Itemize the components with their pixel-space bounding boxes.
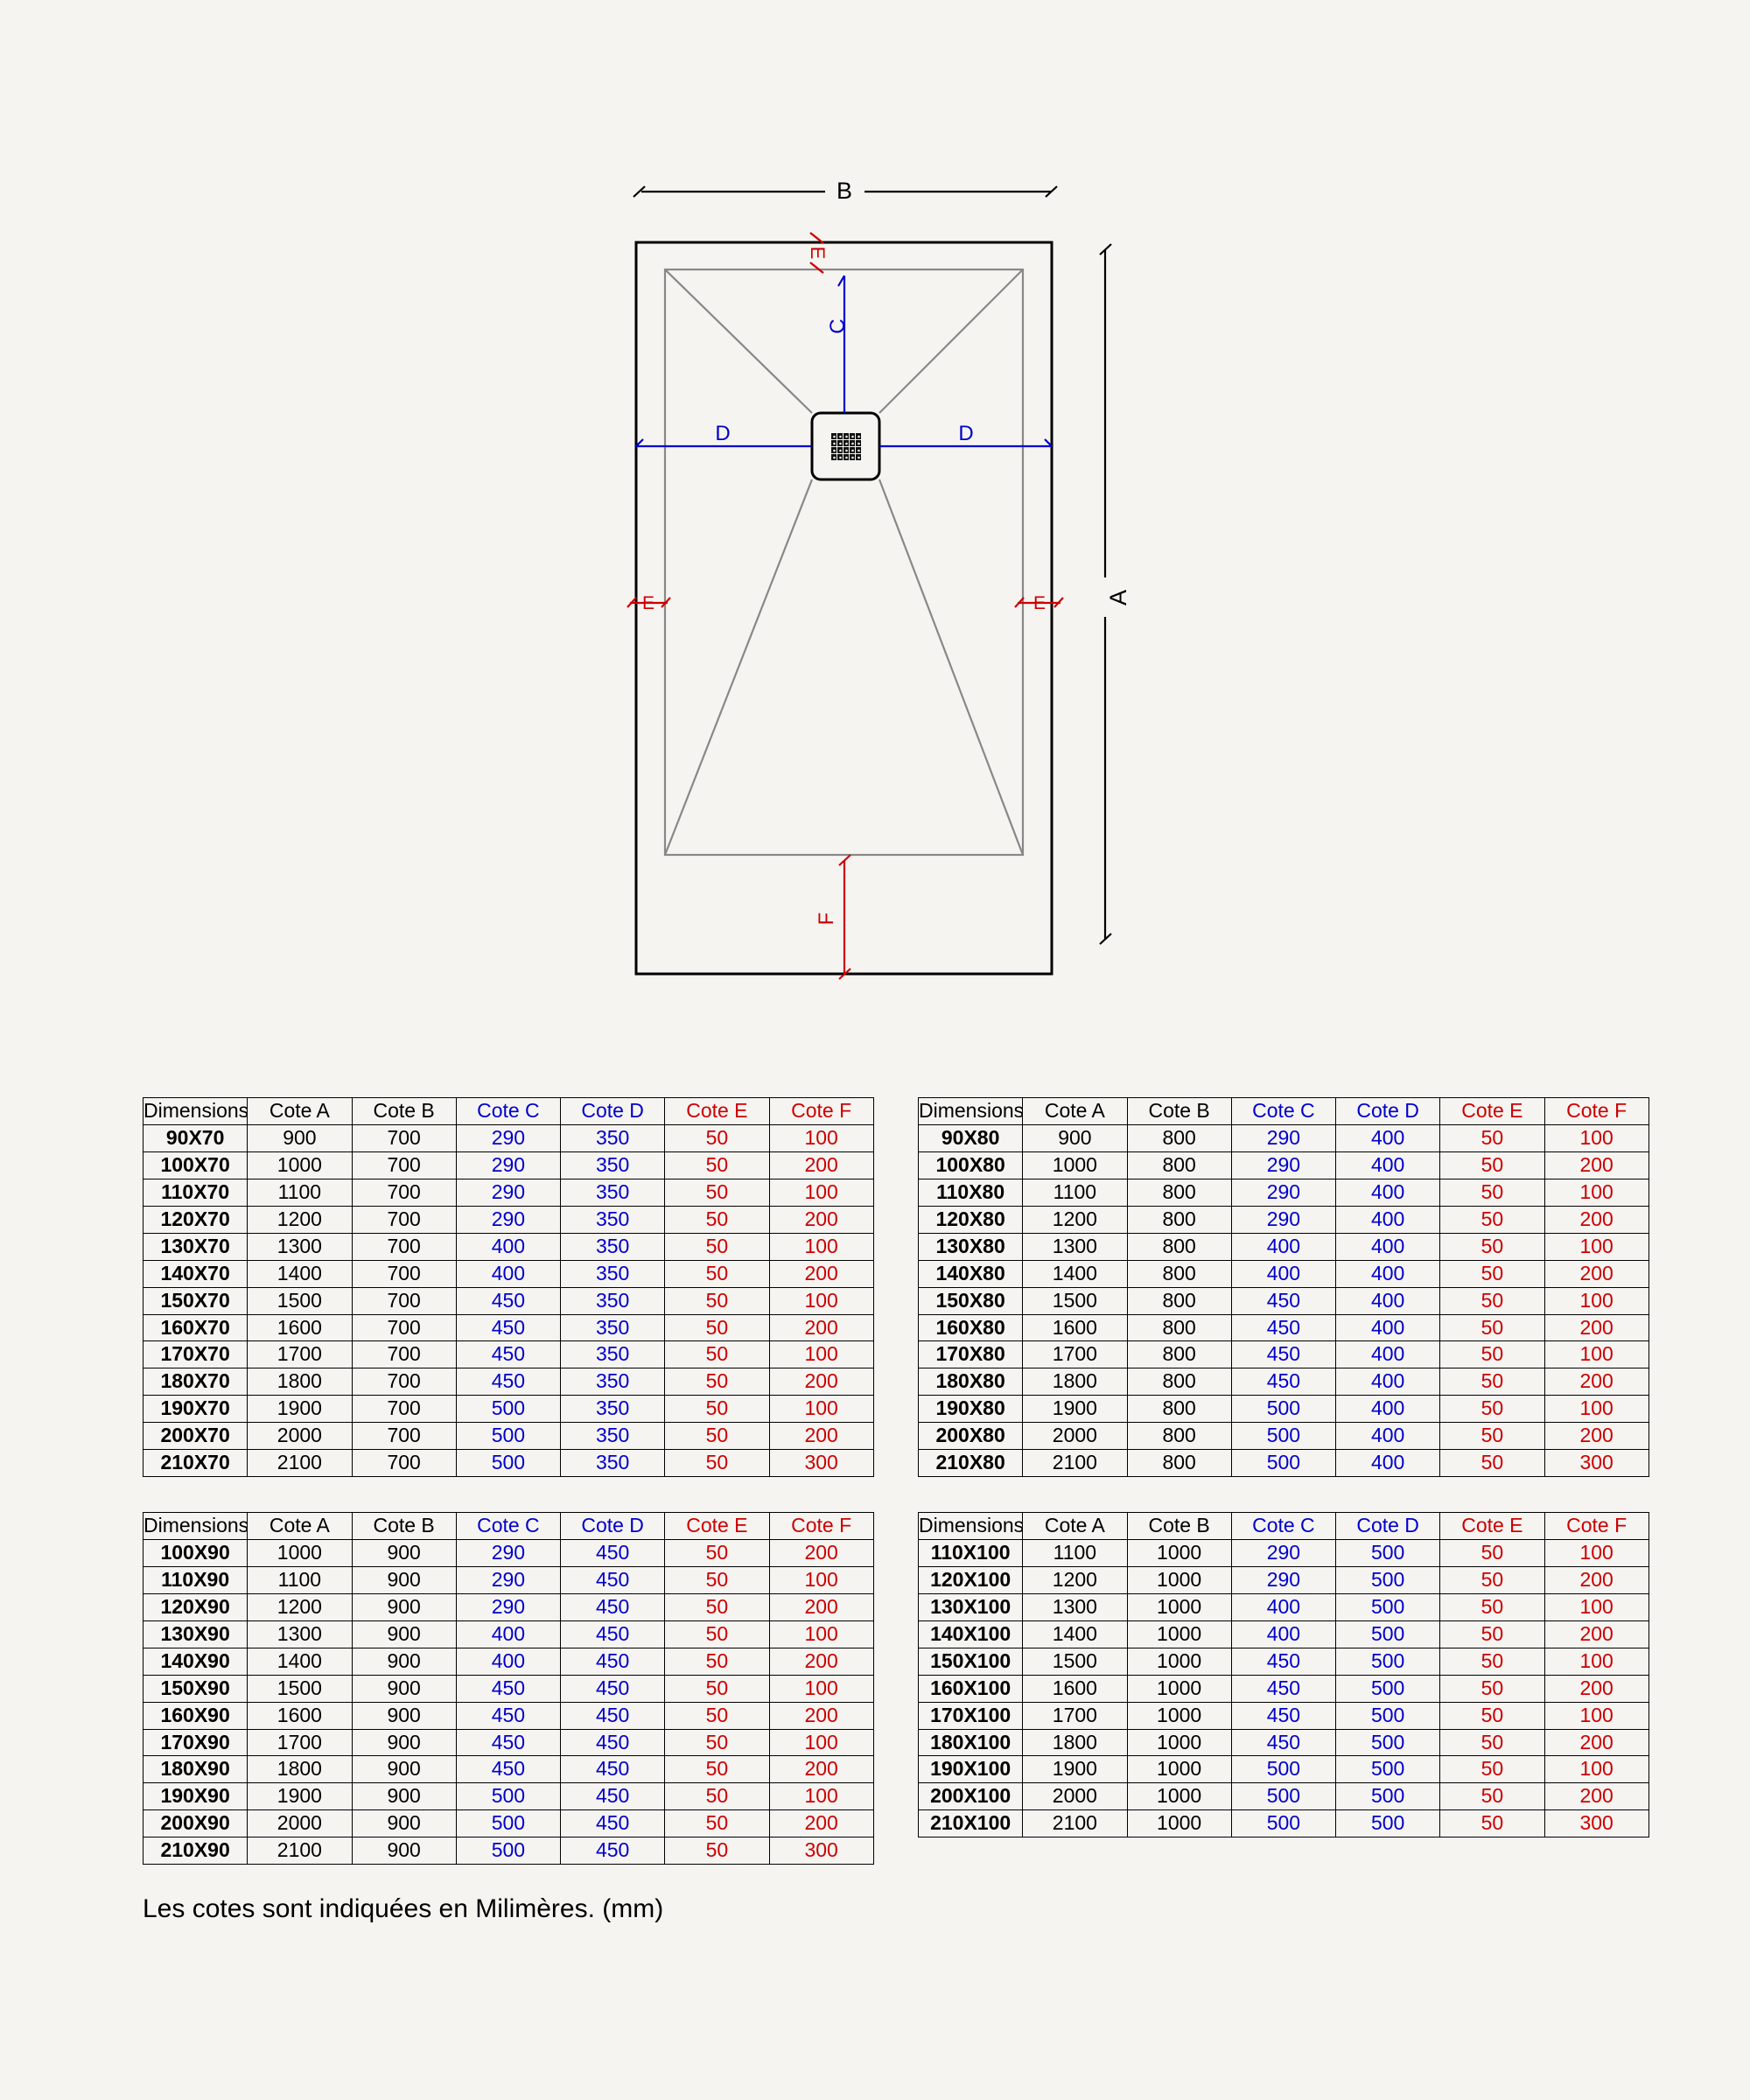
svg-text:B: B bbox=[836, 178, 852, 204]
svg-text:C: C bbox=[826, 318, 850, 333]
svg-text:E: E bbox=[1033, 593, 1046, 613]
svg-text:E: E bbox=[642, 593, 654, 613]
svg-text:D: D bbox=[715, 422, 730, 445]
svg-text:D: D bbox=[958, 422, 973, 445]
svg-text:E: E bbox=[807, 247, 829, 260]
svg-text:F: F bbox=[815, 913, 838, 926]
svg-text:A: A bbox=[1105, 590, 1131, 606]
